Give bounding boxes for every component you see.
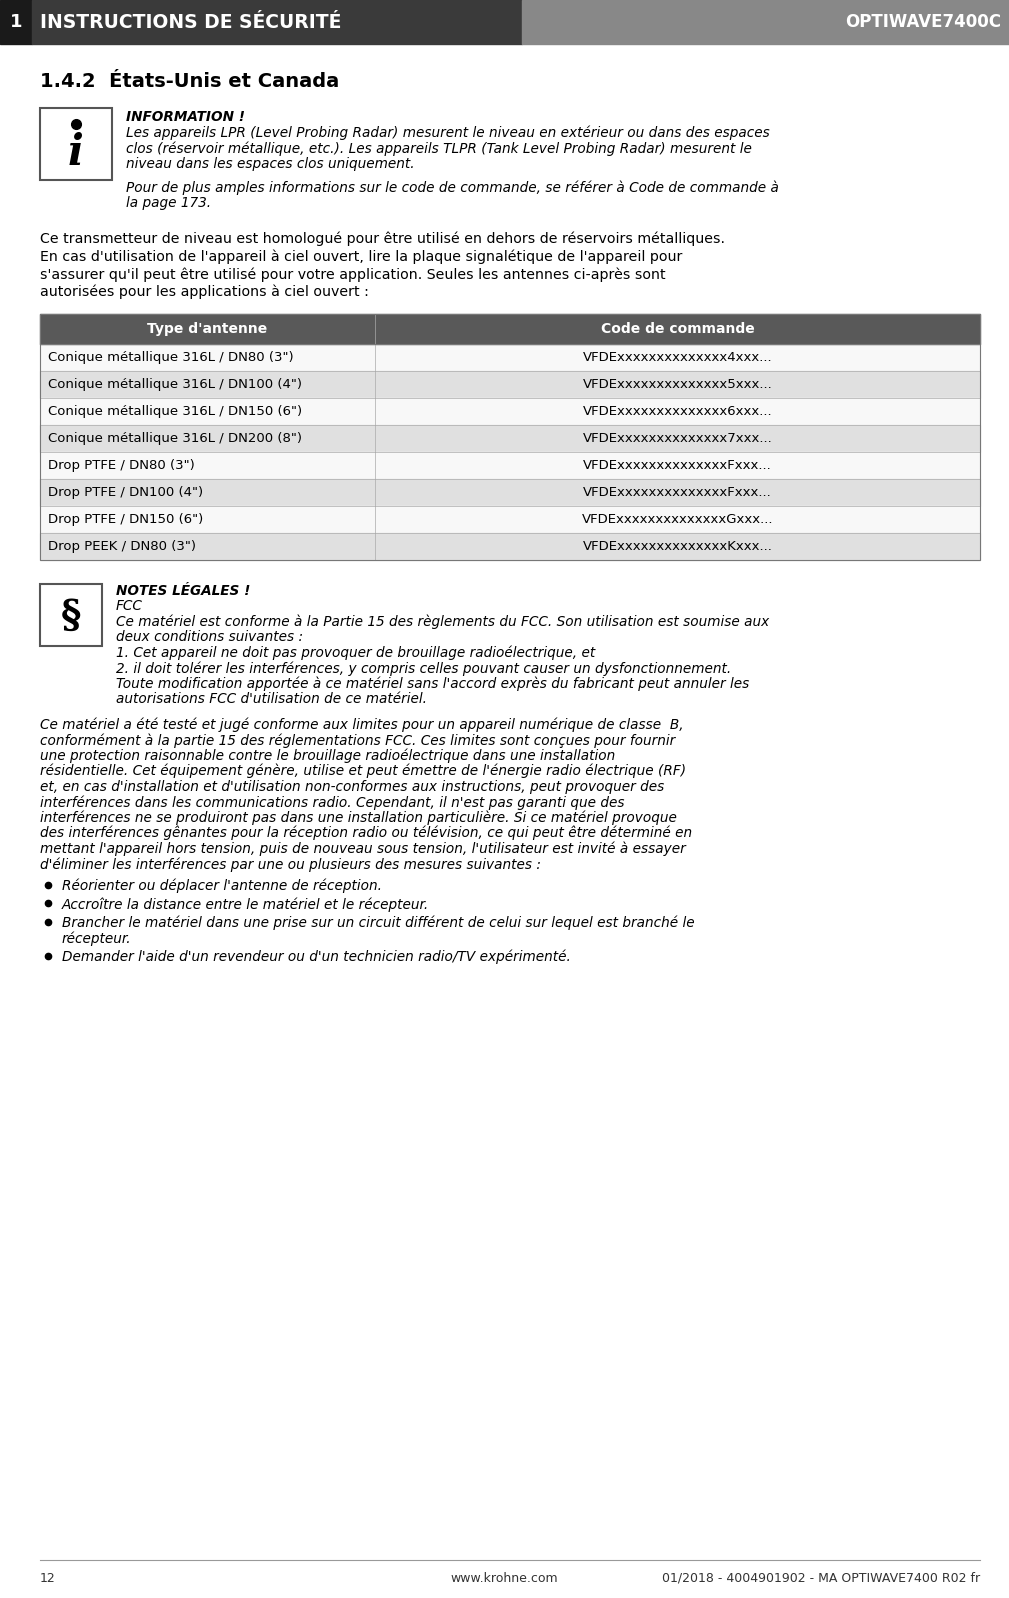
Text: mettant l'appareil hors tension, puis de nouveau sous tension, l'utilisateur est: mettant l'appareil hors tension, puis de… <box>40 842 686 857</box>
Text: autorisées pour les applications à ciel ouvert :: autorisées pour les applications à ciel … <box>40 284 369 299</box>
Text: VFDExxxxxxxxxxxxxx5xxx...: VFDExxxxxxxxxxxxxx5xxx... <box>582 379 772 392</box>
Text: Conique métallique 316L / DN200 (8"): Conique métallique 316L / DN200 (8") <box>48 431 302 444</box>
Text: Type d'antenne: Type d'antenne <box>147 323 267 336</box>
Text: deux conditions suivantes :: deux conditions suivantes : <box>116 630 303 644</box>
Text: VFDExxxxxxxxxxxxxxKxxx...: VFDExxxxxxxxxxxxxxKxxx... <box>582 540 773 553</box>
Text: Les appareils LPR (Level Probing Radar) mesurent le niveau en extérieur ou dans : Les appareils LPR (Level Probing Radar) … <box>126 126 770 141</box>
Text: d'éliminer les interférences par une ou plusieurs des mesures suivantes :: d'éliminer les interférences par une ou … <box>40 857 541 871</box>
Text: INSTRUCTIONS DE SÉCURITÉ: INSTRUCTIONS DE SÉCURITÉ <box>40 13 341 32</box>
Text: niveau dans les espaces clos uniquement.: niveau dans les espaces clos uniquement. <box>126 157 415 171</box>
Text: INFORMATION !: INFORMATION ! <box>126 110 245 125</box>
Bar <box>40 109 112 181</box>
Text: VFDExxxxxxxxxxxxxx7xxx...: VFDExxxxxxxxxxxxxx7xxx... <box>582 431 772 444</box>
Text: conformément à la partie 15 des réglementations FCC. Ces limites sont conçues po: conformément à la partie 15 des réglemen… <box>40 733 675 748</box>
Bar <box>40 398 980 425</box>
Bar <box>40 479 980 507</box>
Bar <box>40 371 980 398</box>
Text: Drop PTFE / DN80 (3"): Drop PTFE / DN80 (3") <box>48 459 195 471</box>
Text: i: i <box>68 131 84 174</box>
Text: 1. Cet appareil ne doit pas provoquer de brouillage radioélectrique, et: 1. Cet appareil ne doit pas provoquer de… <box>116 646 595 660</box>
Text: Conique métallique 316L / DN150 (6"): Conique métallique 316L / DN150 (6") <box>48 404 302 419</box>
Text: 1: 1 <box>10 13 22 30</box>
Text: Accroître la distance entre le matériel et le récepteur.: Accroître la distance entre le matériel … <box>62 896 429 911</box>
Text: 01/2018 - 4004901902 - MA OPTIWAVE7400 R02 fr: 01/2018 - 4004901902 - MA OPTIWAVE7400 R… <box>662 1571 980 1585</box>
Bar <box>0 0 32 45</box>
Bar <box>40 583 102 646</box>
Text: VFDExxxxxxxxxxxxxxFxxx...: VFDExxxxxxxxxxxxxxFxxx... <box>583 459 772 471</box>
Bar <box>40 344 980 371</box>
Bar <box>40 425 980 452</box>
Text: Conique métallique 316L / DN80 (3"): Conique métallique 316L / DN80 (3") <box>48 352 294 364</box>
Text: Brancher le matériel dans une prise sur un circuit différent de celui sur lequel: Brancher le matériel dans une prise sur … <box>62 916 694 930</box>
Text: Ce matériel a été testé et jugé conforme aux limites pour un appareil numérique : Ce matériel a été testé et jugé conforme… <box>40 718 684 732</box>
Text: Toute modification apportée à ce matériel sans l'accord exprès du fabricant peut: Toute modification apportée à ce matérie… <box>116 676 750 690</box>
Text: Conique métallique 316L / DN100 (4"): Conique métallique 316L / DN100 (4") <box>48 379 302 392</box>
Bar <box>40 534 980 559</box>
Bar <box>32 0 522 45</box>
Bar <box>40 507 980 534</box>
Text: Code de commande: Code de commande <box>600 323 755 336</box>
Text: autorisations FCC d'utilisation de ce matériel.: autorisations FCC d'utilisation de ce ma… <box>116 692 427 706</box>
Text: VFDExxxxxxxxxxxxxx6xxx...: VFDExxxxxxxxxxxxxx6xxx... <box>582 404 772 419</box>
Text: Pour de plus amples informations sur le code de commande, se référer à Code de c: Pour de plus amples informations sur le … <box>126 181 779 195</box>
Text: NOTES LÉGALES !: NOTES LÉGALES ! <box>116 583 250 598</box>
Text: des interférences gênantes pour la réception radio ou télévision, ce qui peut êt: des interférences gênantes pour la récep… <box>40 826 692 841</box>
Text: résidentielle. Cet équipement génère, utilise et peut émettre de l'énergie radio: résidentielle. Cet équipement génère, ut… <box>40 764 686 778</box>
Text: 2. il doit tolérer les interférences, y compris celles pouvant causer un dysfonc: 2. il doit tolérer les interférences, y … <box>116 662 732 676</box>
Text: 12: 12 <box>40 1571 55 1585</box>
Text: la page 173.: la page 173. <box>126 197 211 209</box>
Text: VFDExxxxxxxxxxxxxx4xxx...: VFDExxxxxxxxxxxxxx4xxx... <box>582 352 772 364</box>
Text: VFDExxxxxxxxxxxxxxFxxx...: VFDExxxxxxxxxxxxxxFxxx... <box>583 486 772 499</box>
Text: En cas d'utilisation de l'appareil à ciel ouvert, lire la plaque signalétique de: En cas d'utilisation de l'appareil à cie… <box>40 249 682 264</box>
Bar <box>40 452 980 479</box>
Text: §: § <box>61 598 82 636</box>
Text: interférences dans les communications radio. Cependant, il n'est pas garanti que: interférences dans les communications ra… <box>40 794 625 810</box>
Text: Drop PTFE / DN150 (6"): Drop PTFE / DN150 (6") <box>48 513 203 526</box>
Text: VFDExxxxxxxxxxxxxxGxxx...: VFDExxxxxxxxxxxxxxGxxx... <box>582 513 773 526</box>
Text: s'assurer qu'il peut être utilisé pour votre application. Seules les antennes ci: s'assurer qu'il peut être utilisé pour v… <box>40 267 666 281</box>
Text: récepteur.: récepteur. <box>62 932 131 946</box>
Text: et, en cas d'installation et d'utilisation non-conformes aux instructions, peut : et, en cas d'installation et d'utilisati… <box>40 780 664 794</box>
Text: www.krohne.com: www.krohne.com <box>450 1571 558 1585</box>
Text: interférences ne se produiront pas dans une installation particulière. Si ce mat: interférences ne se produiront pas dans … <box>40 810 677 825</box>
Bar <box>40 313 980 344</box>
Text: 1.4.2  États-Unis et Canada: 1.4.2 États-Unis et Canada <box>40 72 339 91</box>
Text: OPTIWAVE7400C: OPTIWAVE7400C <box>845 13 1001 30</box>
Text: Drop PEEK / DN80 (3"): Drop PEEK / DN80 (3") <box>48 540 196 553</box>
Text: Demander l'aide d'un revendeur ou d'un technicien radio/TV expérimenté.: Demander l'aide d'un revendeur ou d'un t… <box>62 949 571 964</box>
Bar <box>40 313 980 559</box>
Text: FCC: FCC <box>116 599 143 614</box>
Text: une protection raisonnable contre le brouillage radioélectrique dans une install: une protection raisonnable contre le bro… <box>40 748 615 762</box>
Text: Réorienter ou déplacer l'antenne de réception.: Réorienter ou déplacer l'antenne de réce… <box>62 879 382 893</box>
Text: clos (réservoir métallique, etc.). Les appareils TLPR (Tank Level Probing Radar): clos (réservoir métallique, etc.). Les a… <box>126 142 752 157</box>
Text: Ce matériel est conforme à la Partie 15 des règlements du FCC. Son utilisation e: Ce matériel est conforme à la Partie 15 … <box>116 615 769 630</box>
Text: Ce transmetteur de niveau est homologué pour être utilisé en dehors de réservoir: Ce transmetteur de niveau est homologué … <box>40 232 725 246</box>
Text: Drop PTFE / DN100 (4"): Drop PTFE / DN100 (4") <box>48 486 203 499</box>
Bar <box>522 0 1009 45</box>
